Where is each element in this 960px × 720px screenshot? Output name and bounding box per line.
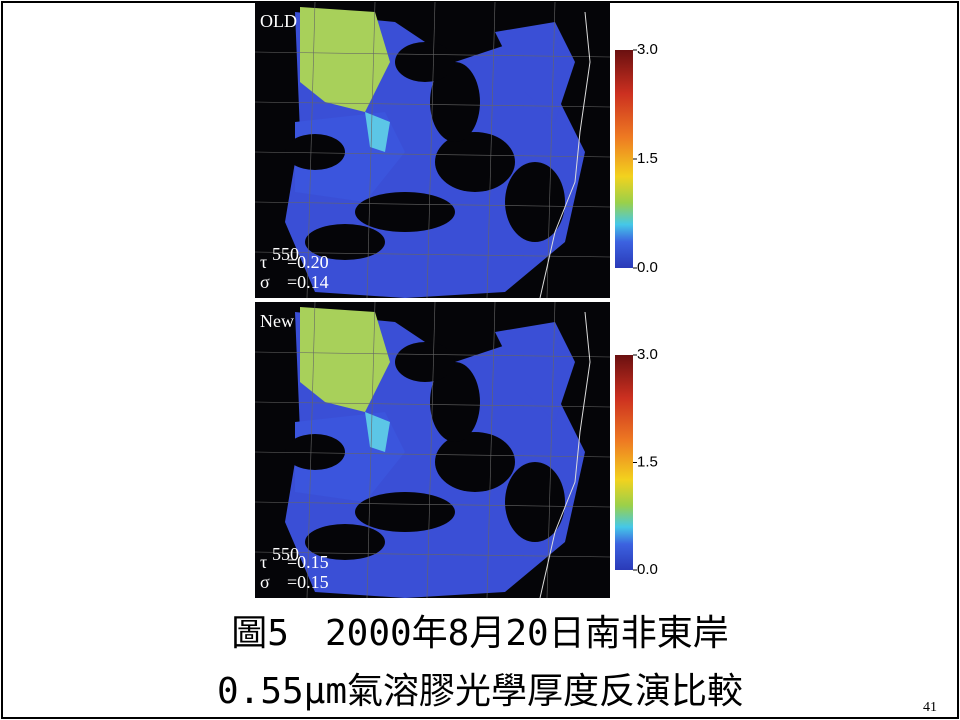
panel-label: New: [260, 311, 294, 331]
caption-line2: 0.55μm氣溶膠光學厚度反演比較: [217, 671, 743, 712]
sigma-symbol: σ: [260, 572, 270, 592]
cloud-gap: [285, 434, 345, 470]
colorbar: [615, 355, 633, 570]
colorbar-tick-label: 1.5: [637, 150, 658, 167]
cloud-gap: [285, 134, 345, 170]
cloud-gap: [435, 432, 515, 492]
sigma-value: =0.14: [287, 272, 329, 292]
slide: 圖5 2000年8月20日南非東岸 0.55μm氣溶膠光學厚度反演比較 41 O…: [0, 0, 960, 720]
colorbar: [615, 50, 633, 268]
tau-symbol: τ: [260, 552, 267, 572]
cloud-gap: [395, 342, 455, 382]
tau-symbol: τ: [260, 252, 267, 272]
colorbar-tick-label: 0.0: [637, 259, 658, 276]
caption-line1: 圖5 2000年8月20日南非東岸: [231, 613, 728, 654]
sigma-symbol: σ: [260, 272, 270, 292]
colorbar-tick-label: 0.0: [637, 561, 658, 578]
colorbar-tick-label: 3.0: [637, 41, 658, 58]
cloud-gap: [395, 42, 455, 82]
colorbar-tick-label: 1.5: [637, 453, 658, 470]
tau-value: =0.20: [287, 252, 329, 272]
page-number: 41: [923, 700, 937, 715]
colorbar-tick-label: 3.0: [637, 346, 658, 363]
tau-value: =0.15: [287, 552, 329, 572]
sigma-value: =0.15: [287, 572, 329, 592]
panel-label: OLD: [260, 11, 297, 31]
cloud-gap: [435, 132, 515, 192]
